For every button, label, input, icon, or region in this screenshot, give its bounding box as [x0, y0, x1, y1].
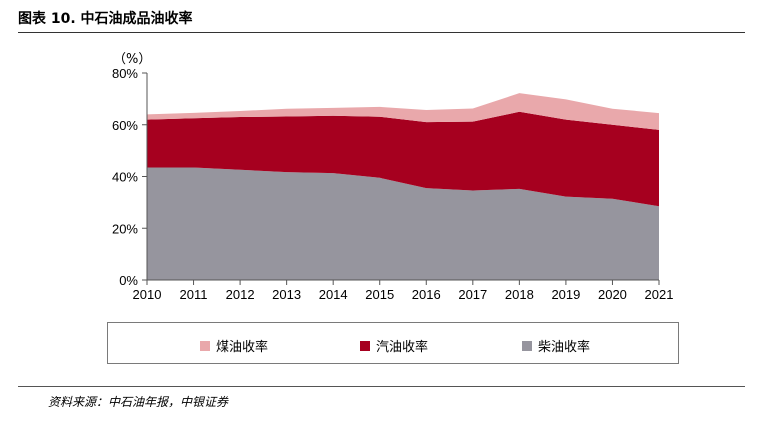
x-tick-label: 2014 — [319, 287, 348, 302]
y-tick-label: 20% — [112, 221, 138, 236]
source-note: 资料来源：中石油年报，中银证券 — [48, 395, 229, 409]
x-tick-label: 2021 — [645, 287, 674, 302]
legend-swatch-gasoline — [360, 340, 370, 351]
legend: 煤油收率 汽油收率 柴油收率 — [107, 322, 679, 364]
legend-swatch-diesel — [522, 340, 532, 351]
chart-title: 图表 10. 中石油成品油收率 — [18, 11, 193, 27]
legend-label-diesel: 柴油收率 — [538, 340, 591, 355]
x-tick-label: 2020 — [598, 287, 627, 302]
x-tick-label: 2016 — [412, 287, 441, 302]
legend-item-diesel: 柴油收率 — [522, 336, 590, 355]
y-tick-label: 40% — [112, 170, 138, 185]
x-tick-label: 2012 — [226, 287, 255, 302]
area-series-0 — [147, 167, 659, 280]
source-divider — [18, 386, 745, 387]
legend-label-gasoline: 汽油收率 — [376, 340, 429, 355]
x-tick-label: 2013 — [272, 287, 301, 302]
title-divider — [18, 32, 745, 33]
x-tick-label: 2017 — [458, 287, 487, 302]
x-tick-label: 2019 — [551, 287, 580, 302]
x-tick-labels: 2010 2011 2012 2013 2014 2015 2016 2017 2018 2019… — [133, 280, 674, 302]
legend-item-kerosene: 煤油收率 — [200, 336, 268, 355]
y-tick-label: 80% — [112, 66, 138, 81]
legend-item-gasoline: 汽油收率 — [360, 336, 428, 355]
x-tick-label: 2018 — [505, 287, 534, 302]
y-unit-label: （%） — [113, 52, 151, 67]
y-tick-labels: 0% 20% 40% 60% 80% — [112, 66, 147, 288]
x-tick-label: 2015 — [365, 287, 394, 302]
legend-label-kerosene: 煤油收率 — [216, 340, 269, 355]
y-tick-label: 60% — [112, 118, 138, 133]
x-tick-label: 2010 — [133, 287, 162, 302]
y-tick-label: 0% — [119, 273, 138, 288]
area-series-1 — [147, 111, 659, 207]
area-chart: 0%20%40%60%80% 2010 2011 2012 2013 2014 2015 2… — [112, 52, 674, 302]
area-series-2 — [147, 93, 659, 130]
x-tick-label: 2011 — [180, 287, 208, 302]
series-areas — [147, 93, 659, 280]
legend-swatch-kerosene — [200, 340, 210, 351]
